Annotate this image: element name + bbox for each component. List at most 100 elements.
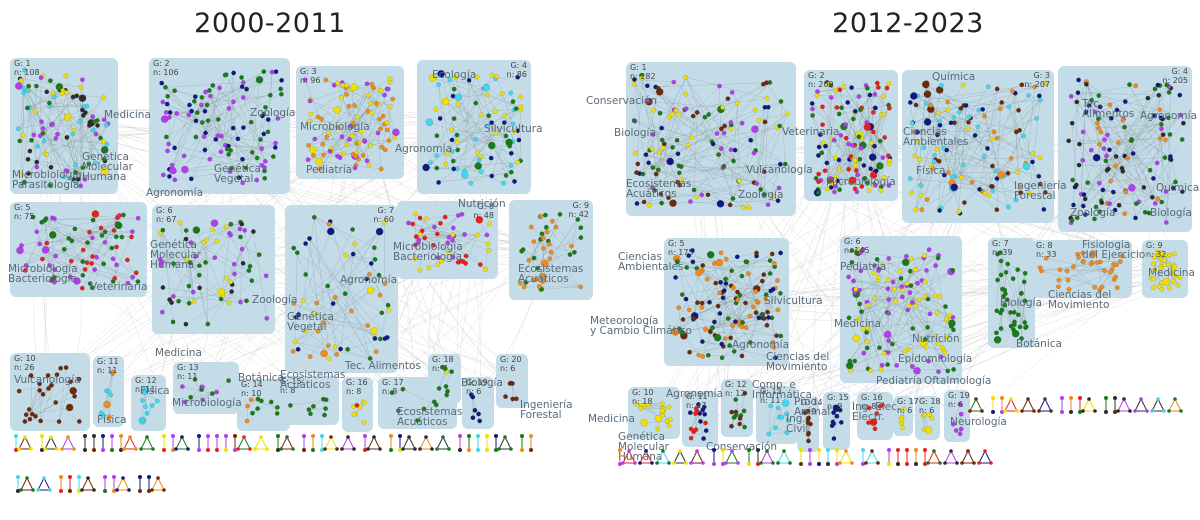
node (1159, 199, 1164, 205)
component-node (352, 447, 356, 451)
node (392, 128, 400, 136)
discipline-label: Botánica (1016, 338, 1062, 350)
node (365, 92, 371, 98)
node-edge (321, 119, 324, 156)
node-edge (875, 107, 881, 166)
node (727, 343, 732, 348)
node (944, 316, 949, 322)
component-node (66, 435, 70, 439)
node (1167, 285, 1172, 291)
node-edge (256, 148, 262, 181)
node (327, 227, 335, 236)
node (1086, 103, 1092, 108)
node (935, 341, 941, 346)
node (655, 426, 660, 432)
node (1162, 155, 1168, 160)
node-edge (1067, 262, 1093, 281)
node-edge (362, 89, 389, 156)
node (1151, 254, 1156, 260)
node-edge (693, 112, 698, 190)
node-edge (46, 230, 115, 244)
component-node (378, 447, 382, 451)
node-edge (1000, 281, 1025, 314)
node-edge (346, 106, 350, 145)
group-count: n: 6 (500, 364, 515, 373)
component-node (747, 462, 751, 466)
node (825, 186, 830, 192)
component-node (721, 448, 725, 452)
node (752, 107, 758, 113)
node (935, 310, 940, 316)
node (293, 315, 299, 320)
node-edge (982, 109, 1002, 175)
node-edge (451, 96, 521, 141)
node (1092, 216, 1097, 222)
node-edge (851, 87, 872, 144)
node (475, 150, 480, 156)
node (1119, 166, 1125, 171)
node (1069, 218, 1075, 223)
node (1065, 277, 1071, 283)
group-box (1032, 240, 1132, 298)
component-node (1122, 397, 1126, 401)
node (578, 284, 583, 290)
node (34, 83, 39, 89)
node (470, 415, 476, 420)
node (1019, 82, 1025, 88)
group-id: G: 19 (948, 391, 970, 400)
node-edge (1026, 86, 1035, 167)
node-edge (656, 114, 709, 175)
node-edge (298, 231, 380, 315)
node-edge (168, 143, 265, 168)
node (1156, 284, 1162, 289)
node (1163, 137, 1168, 143)
node (368, 101, 373, 106)
node-edge (702, 341, 730, 346)
node (326, 356, 332, 361)
component-node (943, 461, 947, 465)
node (172, 145, 177, 151)
node (718, 280, 723, 285)
node (1166, 262, 1171, 267)
discipline-label: Microbiología (172, 397, 242, 409)
node-edge (30, 375, 33, 415)
node-edge (290, 399, 327, 406)
node (693, 406, 699, 411)
node (63, 73, 69, 79)
node (129, 234, 134, 240)
node-edge (1024, 281, 1026, 328)
node-edge (720, 261, 732, 286)
node-edge (636, 78, 642, 173)
node-edge (185, 389, 202, 403)
node-edge (531, 226, 581, 287)
component-node (655, 461, 659, 465)
node (70, 94, 76, 100)
node (515, 74, 520, 80)
node (716, 152, 721, 157)
component-node (1113, 410, 1117, 414)
node-edge (1109, 140, 1132, 150)
node (523, 280, 529, 285)
node-edge (812, 115, 840, 171)
component-node (206, 434, 210, 438)
node (995, 251, 1000, 257)
node (1114, 107, 1120, 113)
node (382, 92, 387, 98)
component-node (147, 489, 151, 493)
discipline-label: Ciencias Ambientales (903, 126, 969, 148)
component-node (242, 435, 246, 439)
node (833, 184, 838, 189)
node (935, 132, 940, 138)
node-edge (1085, 187, 1144, 215)
node (747, 205, 752, 211)
node-edge (327, 253, 354, 287)
component-node (101, 448, 105, 452)
group-count: n: 6 (466, 387, 481, 396)
component-node (520, 434, 524, 438)
node-edge (319, 161, 382, 170)
node (190, 289, 196, 295)
node (16, 246, 24, 255)
node (435, 255, 441, 260)
component-node (1032, 409, 1036, 413)
node-edge (1133, 153, 1167, 192)
